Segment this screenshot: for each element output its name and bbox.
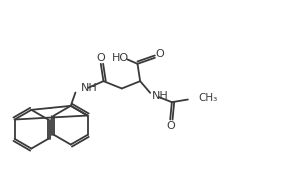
Text: CH₃: CH₃ [198,93,217,103]
Text: NH: NH [81,83,97,93]
Text: NH: NH [152,91,169,101]
Text: O: O [167,121,176,131]
Text: O: O [96,53,105,63]
Text: O: O [156,49,164,59]
Text: HO: HO [112,53,129,63]
